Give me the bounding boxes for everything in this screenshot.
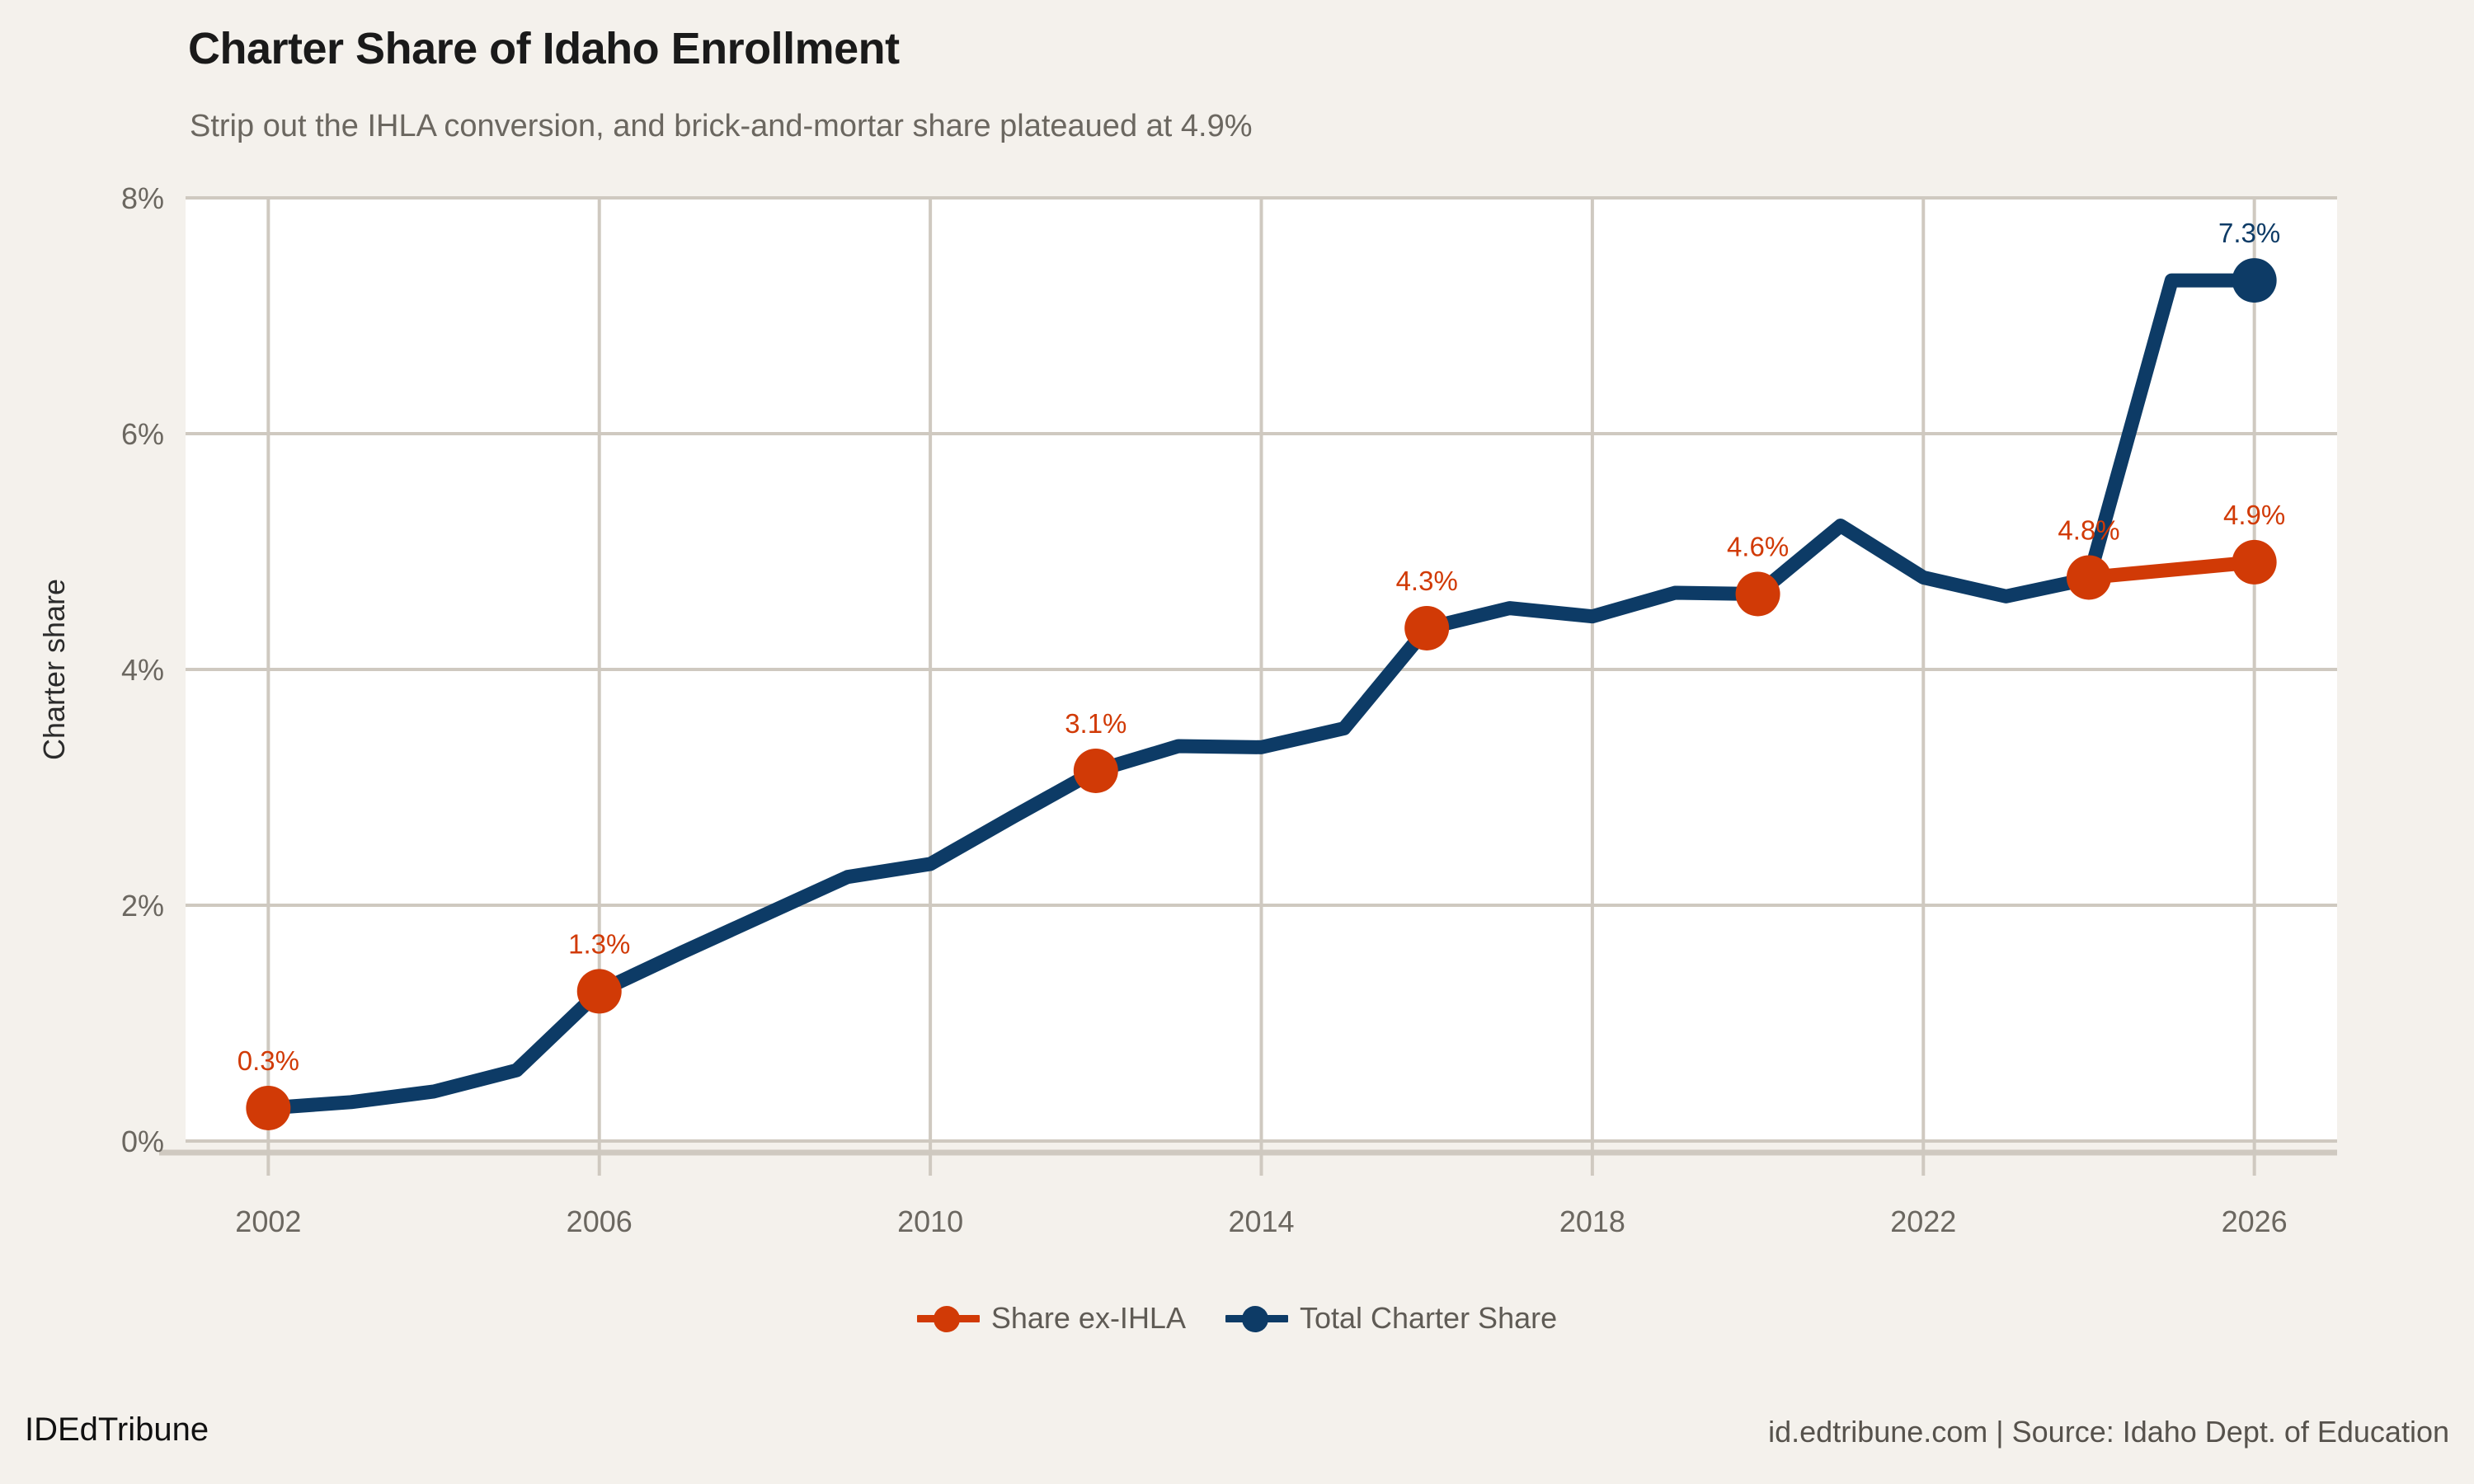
x-axis-tick-label: 2022 <box>1890 1205 1956 1238</box>
data-point-label: 1.3% <box>568 928 630 959</box>
x-axis-tick-label: 2006 <box>567 1205 633 1238</box>
legend-swatch-line-dot-icon <box>916 1306 980 1332</box>
chart-legend: Share ex-IHLA Total Charter Share <box>0 1301 2474 1336</box>
data-point-label: 4.8% <box>2058 514 2119 545</box>
x-axis-tick-label: 2026 <box>2222 1205 2288 1238</box>
series-line <box>2088 555 2255 585</box>
data-point-marker <box>2066 555 2111 600</box>
legend-label: Share ex-IHLA <box>990 1301 1186 1335</box>
data-point-marker <box>1404 605 1450 650</box>
data-point-label: 4.6% <box>1727 531 1789 561</box>
x-axis-tick-label: 2018 <box>1559 1205 1625 1238</box>
data-point-marker <box>2232 258 2277 303</box>
data-point-marker <box>576 969 622 1014</box>
data-point-label: 4.9% <box>2223 500 2285 530</box>
x-axis-tick-label: 2010 <box>897 1205 963 1238</box>
legend-item-share-ex-ihla[interactable]: Share ex-IHLA <box>916 1301 1186 1336</box>
data-point-label: 3.1% <box>1065 708 1126 739</box>
data-point-label: 0.3% <box>238 1045 299 1076</box>
brand-label: IDEdTribune <box>25 1411 209 1448</box>
data-point-label: 4.3% <box>1396 566 1458 596</box>
legend-swatch-line-dot-icon <box>1225 1306 1288 1332</box>
source-credit: id.edtribune.com | Source: Idaho Dept. o… <box>1768 1415 2449 1449</box>
y-axis-title: Charter share <box>37 579 71 760</box>
y-axis-tick-label: 0% <box>121 1125 164 1158</box>
data-point-marker <box>1735 571 1780 617</box>
legend-item-total-charter-share[interactable]: Total Charter Share <box>1225 1301 1557 1336</box>
data-point-marker <box>1073 748 1118 793</box>
y-axis-tick-label: 2% <box>121 889 164 923</box>
page-title: Charter Share of Idaho Enrollment <box>188 24 900 73</box>
x-axis-tick-label: 2014 <box>1228 1205 1294 1238</box>
page-subtitle: Strip out the IHLA conversion, and brick… <box>190 109 1253 143</box>
y-axis-tick-label: 8% <box>121 181 164 215</box>
data-point-marker <box>2232 539 2277 585</box>
data-point-marker <box>246 1085 291 1130</box>
y-axis-tick-label: 6% <box>121 417 164 451</box>
x-axis-tick-label: 2002 <box>235 1205 301 1238</box>
y-axis-tick-label: 4% <box>121 653 164 687</box>
data-point-label: 7.3% <box>2218 218 2280 248</box>
legend-label: Total Charter Share <box>1299 1301 1558 1335</box>
